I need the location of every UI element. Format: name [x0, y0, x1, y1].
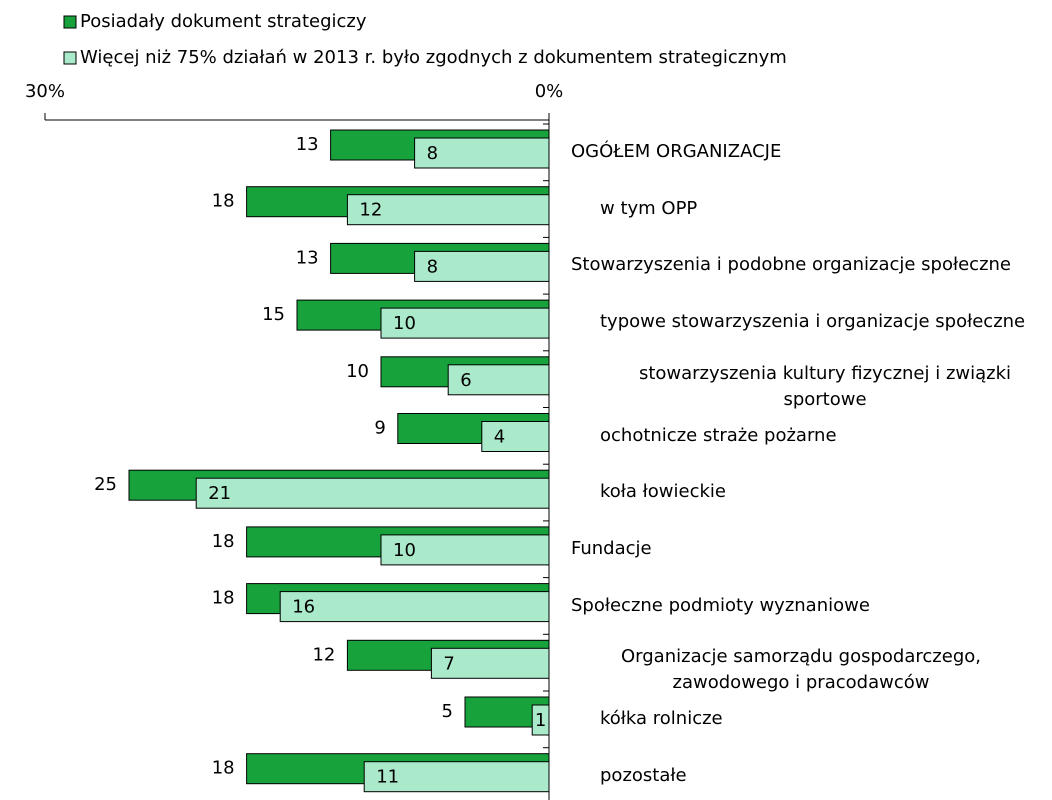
category-label: pozostałe: [600, 764, 687, 786]
bar: [447, 364, 550, 396]
bar: [363, 761, 550, 793]
data-label: 18: [212, 191, 235, 212]
data-label: 21: [208, 483, 231, 504]
data-label: 13: [296, 247, 319, 268]
x-tick-label: 0%: [535, 81, 564, 102]
data-label: 4: [494, 427, 505, 448]
category-label: kółka rolnicze: [600, 708, 723, 729]
data-label: 18: [212, 588, 235, 609]
category-label: Organizacje samorządu gospodarczego, zaw…: [621, 646, 981, 694]
bar: [346, 194, 550, 226]
data-label: 6: [460, 370, 471, 391]
bar: [279, 591, 550, 623]
data-label: 8: [427, 143, 438, 164]
x-tick-label: 30%: [25, 81, 65, 102]
data-label: 10: [393, 313, 416, 334]
category-label: Fundacje: [571, 537, 652, 559]
data-label: 15: [262, 304, 285, 325]
data-label: 5: [442, 701, 453, 722]
legend-label: Posiadały dokument strategiczy: [80, 11, 367, 32]
legend-swatch: [63, 51, 77, 65]
category-label: Stowarzyszenia i podobne organizacje spo…: [571, 254, 1012, 276]
category-label: stowarzyszenia kultury fizycznej i związ…: [638, 362, 1012, 410]
data-label: 7: [443, 653, 454, 674]
data-label: 16: [292, 597, 315, 618]
category-label: OGÓŁEM ORGANIZACJE: [571, 141, 782, 162]
bar: [195, 477, 550, 509]
data-label: 18: [212, 758, 235, 779]
category-label: w tym OPP: [600, 197, 698, 219]
bar: [531, 704, 550, 736]
data-label: 18: [212, 531, 235, 552]
bar: [481, 421, 550, 452]
data-label: 12: [312, 644, 335, 665]
category-label: typowe stowarzyszenia i organizacje społ…: [600, 311, 1026, 333]
data-label: 10: [393, 540, 416, 561]
data-label: 9: [374, 418, 385, 439]
data-label: 12: [359, 200, 382, 221]
category-label: ochotnicze straże pożarne: [600, 424, 837, 446]
bar: [380, 534, 550, 566]
data-label: 8: [427, 256, 438, 277]
legend-swatch: [63, 15, 77, 29]
legend-label: Więcej niż 75% działań w 2013 r. było zg…: [80, 47, 787, 68]
data-label: 10: [346, 361, 369, 382]
category-label: Społeczne podmioty wyznaniowe: [571, 594, 870, 616]
data-label: 11: [376, 767, 399, 788]
bar: [414, 250, 550, 282]
data-label: 25: [94, 474, 117, 495]
category-label: koła łowieckie: [600, 481, 726, 503]
bar: [430, 647, 550, 679]
data-label: 13: [296, 134, 319, 155]
bar: [414, 137, 550, 169]
bar: [380, 307, 550, 339]
data-label: 1: [535, 710, 546, 731]
